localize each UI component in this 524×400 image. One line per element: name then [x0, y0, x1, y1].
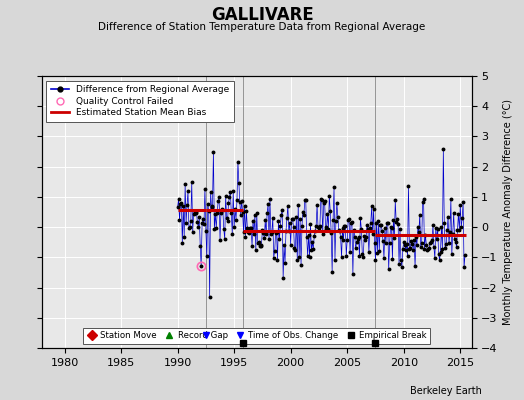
Y-axis label: Monthly Temperature Anomaly Difference (°C): Monthly Temperature Anomaly Difference (…	[504, 99, 514, 325]
Text: GALLIVARE: GALLIVARE	[211, 6, 313, 24]
Legend: Station Move, Record Gap, Time of Obs. Change, Empirical Break: Station Move, Record Gap, Time of Obs. C…	[83, 328, 430, 344]
Text: Difference of Station Temperature Data from Regional Average: Difference of Station Temperature Data f…	[99, 22, 425, 32]
Text: Berkeley Earth: Berkeley Earth	[410, 386, 482, 396]
